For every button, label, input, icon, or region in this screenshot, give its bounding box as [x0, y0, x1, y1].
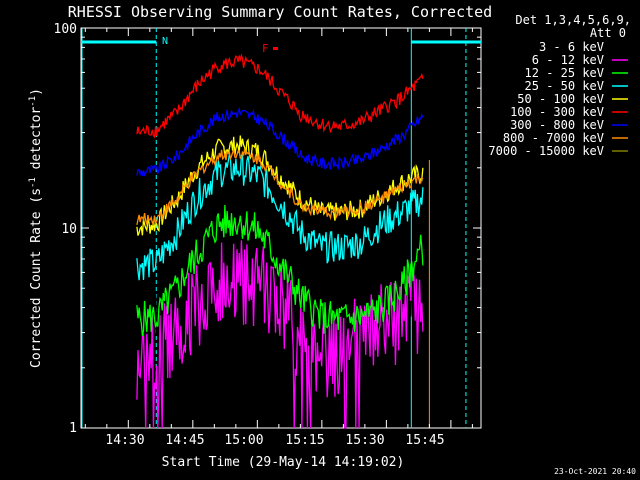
flag-n-label: N	[162, 36, 168, 47]
series-line-25-to-50kev	[136, 152, 424, 281]
legend-label: 25 - 50 keV	[525, 79, 604, 93]
y-tick-label-1: 1	[69, 421, 77, 436]
legend-label: 6 - 12 keV	[532, 53, 604, 67]
legend-label: 7000 - 15000 keV	[488, 144, 604, 158]
y-tick-label-100: 100	[54, 22, 77, 37]
legend-label: 12 - 25 keV	[525, 66, 604, 80]
x-tick-label-1515: 15:15	[285, 433, 324, 448]
x-tick-label-1445: 14:45	[165, 433, 204, 448]
y-tick-label-10: 10	[61, 222, 77, 237]
legend-header-detectors: Det 1,3,4,5,6,9,	[515, 13, 631, 27]
series-line-6-to-12kev	[136, 240, 424, 429]
legend-label: 300 - 800 keV	[510, 118, 604, 132]
series-line-300-to-800kev	[136, 106, 424, 177]
series-line-800-to-7000kev	[136, 148, 424, 227]
x-tick-label-1500: 15:00	[224, 433, 263, 448]
legend-label: 3 - 6 keV	[539, 40, 604, 54]
x-tick-label-1530: 15:30	[345, 433, 384, 448]
series-line-12-to-25kev	[136, 204, 424, 336]
flag-f-bar	[273, 47, 278, 50]
x-tick-label-1430: 14:30	[105, 433, 144, 448]
legend-label: 800 - 7000 keV	[503, 131, 604, 145]
legend-label: 50 - 100 keV	[517, 92, 604, 106]
y-axis-label: Corrected Count Rate (s-1 detector-1)	[28, 88, 44, 368]
series-line-100-to-300kev	[136, 53, 424, 139]
x-tick-label-1545: 15:45	[405, 433, 444, 448]
x-axis-label: Start Time (29-May-14 14:19:02)	[162, 455, 405, 470]
chart-title: RHESSI Observing Summary Count Rates, Co…	[68, 3, 492, 21]
legend-header-attenuator: Att 0	[590, 26, 626, 40]
flag-f-label: F	[262, 42, 269, 55]
timestamp: 23-Oct-2021 20:40	[554, 467, 636, 476]
legend-label: 100 - 300 keV	[510, 105, 604, 119]
